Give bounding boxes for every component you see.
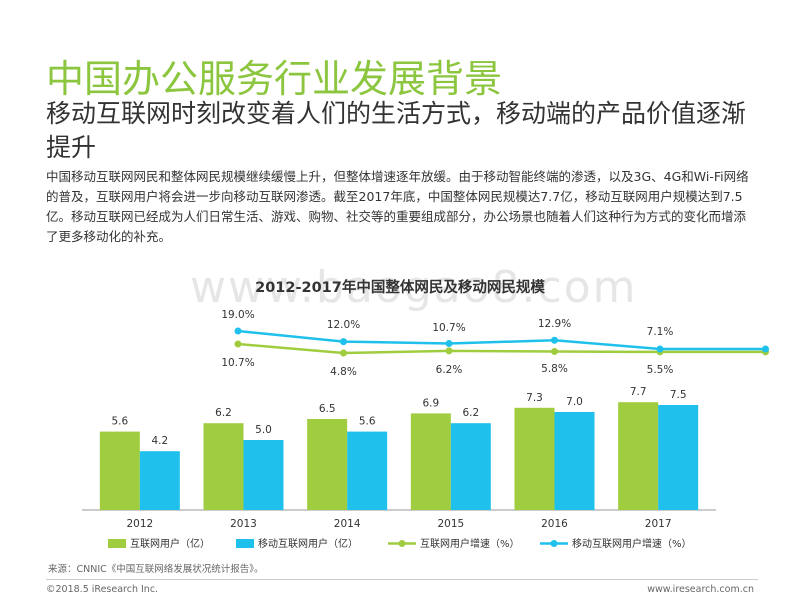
x-tick-label-2017: 2017 [645,518,672,530]
bar-label-internet-2016: 7.3 [526,392,543,404]
bar-internet-2014 [307,419,348,510]
bar-internet-2016 [514,407,555,510]
chart-title: 2012-2017年中国整体网民及移动网民规模 [255,280,545,296]
bar-label-internet-2014: 6.5 [319,403,336,415]
line-label-mobile-2014: 10.7% [432,322,465,334]
bar-internet-2012 [99,431,140,510]
line-label-internet-2014: 6.2% [436,364,463,376]
line-label-internet-2012: 10.7% [221,357,254,369]
legend-marker-3 [550,540,558,547]
point-mobile-growth-2015 [551,336,558,344]
intro-paragraph: 中国移动互联网网民和整体网民规模继续缓慢上升，但整体增速逐年放缓。由于移动智能终… [46,169,749,244]
point-mobile-growth-2013 [340,338,347,346]
bar-label-mobile-2013: 5.0 [255,424,272,436]
bar-mobile-2017 [658,405,699,510]
point-internet-growth-2014 [445,347,453,355]
legend-label-0: 互联网用户（亿） [130,537,210,550]
line-label-mobile-2012: 19.0% [221,309,254,321]
source-note: 来源：CNNIC《中国互联网络发展状况统计报告》。 [48,564,264,575]
legend-swatch-1 [236,539,254,548]
point-mobile-growth-2016 [656,345,664,353]
bar-internet-2015 [410,413,451,510]
bar-mobile-2016 [554,412,595,510]
footer-divider [46,579,758,580]
point-internet-growth-2012 [234,340,242,348]
point-mobile-growth-2014 [445,340,453,348]
bar-label-internet-2015: 6.9 [422,397,439,409]
line-label-mobile-2015: 12.9% [538,318,571,330]
x-tick-label-2012: 2012 [126,518,153,530]
bar-mobile-2015 [450,423,491,510]
point-mobile-growth-2017 [762,345,769,353]
page-subtitle: 移动互联网时刻改变着人们的生活方式，移动端的产品价值逐渐提升 [46,99,747,162]
line-label-mobile-2016: 7.1% [647,326,674,338]
line-internet-growth [237,342,766,355]
website: www.iresearch.com.cn [647,584,754,595]
bar-label-internet-2012: 5.6 [111,416,128,428]
point-internet-growth-2015 [551,347,558,355]
bar-mobile-2014 [347,431,388,510]
line-label-internet-2013: 4.8% [330,366,357,378]
bar-mobile-2013 [243,440,284,510]
bar-label-internet-2017: 7.7 [630,386,647,398]
point-internet-growth-2013 [340,349,347,357]
legend-label-2: 互联网用户增速（%） [420,537,520,550]
bar-label-mobile-2015: 6.2 [462,407,479,419]
line-label-mobile-2013: 12.0% [327,319,360,331]
x-tick-label-2016: 2016 [541,518,568,530]
line-label-internet-2015: 5.8% [541,363,568,375]
line-mobile-growth [237,329,766,351]
legend-label-1: 移动互联网用户（亿） [258,537,358,550]
watermark: www.baogao8.com [190,262,638,313]
legend-label-3: 移动互联网用户增速（%） [572,537,692,550]
legend-swatch-0 [108,539,126,548]
point-mobile-growth-2012 [234,327,242,335]
bar-label-mobile-2014: 5.6 [359,416,376,428]
bar-internet-2017 [618,402,659,510]
line-label-internet-2016: 5.5% [647,364,674,376]
bar-label-mobile-2017: 7.5 [670,389,687,401]
bar-label-mobile-2012: 4.2 [151,435,168,447]
bar-label-mobile-2016: 7.0 [566,396,583,408]
copyright: ©2018.5 iResearch Inc. [46,584,159,595]
x-tick-label-2015: 2015 [437,518,464,530]
bar-label-internet-2013: 6.2 [215,407,232,419]
legend-marker-2 [398,540,406,547]
x-tick-label-2014: 2014 [334,518,361,530]
page-title: 中国办公服务行业发展背景 [46,57,503,101]
bar-mobile-2012 [139,451,180,510]
bar-internet-2013 [203,423,244,510]
x-tick-label-2013: 2013 [230,518,257,530]
